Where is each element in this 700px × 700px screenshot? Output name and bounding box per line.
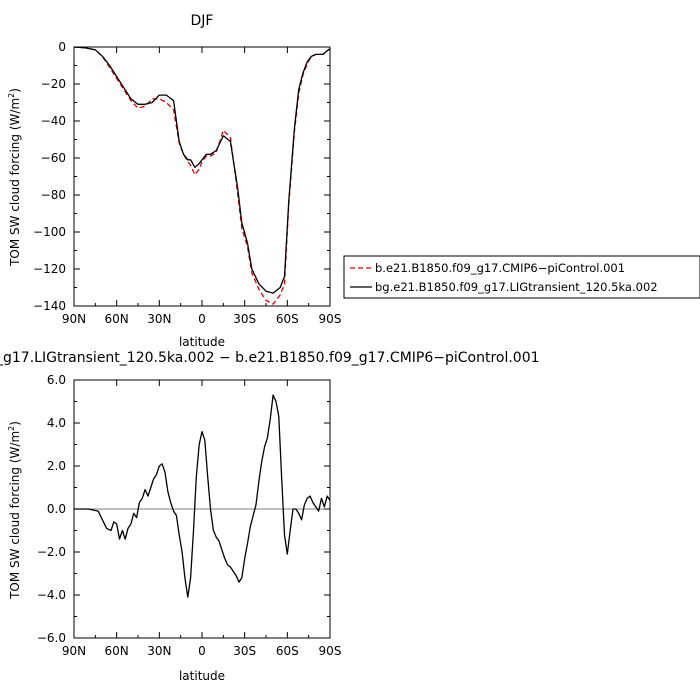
bottom-y-tick-label: 2.0 [47,459,66,473]
bottom-y-tick-label: 4.0 [47,416,66,430]
top-y-tick-label: −100 [33,225,66,239]
top-y-axis-label: TOM SW cloud forcing (W/m2) [7,88,22,267]
bottom-y-axis-label: TOM SW cloud forcing (W/m2) [7,421,22,600]
legend-box [343,255,700,299]
bottom-y-tick-label: −4.0 [37,588,66,602]
top-plot-frame [73,46,331,307]
bottom-x-axis-label: latitude [179,669,225,683]
top-y-tick-label: −80 [41,188,66,202]
top-x-tick-label: 0 [198,312,206,326]
bottom-x-tick-label: 0 [198,644,206,658]
top-x-tick-label: 60S [276,312,299,326]
bottom-ticks: 90N 60N 30N 0 30S 60S 90S 6.0 4.0 2.0 0.0 −2.0 −4.0 −… [37,373,342,658]
top-y-tick-label: −20 [41,77,66,91]
top-y-tick-label: −60 [41,151,66,165]
legend-label-LIGtransient: bg.e21.B1850.f09_g17.LIGtransient_120.5k… [375,280,658,294]
bottom-x-tick-label: 30N [147,644,171,658]
top-x-tick-label: 90S [319,312,342,326]
top-panel: DJF latitude TOM SW cloud forcing (W/m2)… [7,13,341,349]
bottom-y-tick-label: 6.0 [47,373,66,387]
bottom-x-tick-label: 30S [233,644,256,658]
top-ticks: 90N 60N 30N 0 30S 60S 90S 0 −20 −40 −60 −80 −100 −120… [33,40,341,326]
bottom-panel: bg.e21.B1850.f09_g17.LIGtransient_120.5k… [0,350,540,683]
legend: b.e21.B1850.f09_g17.CMIP6−piControl.001 … [343,255,700,299]
top-x-tick-label: 30N [147,312,171,326]
top-y-tick-label: −120 [33,262,66,276]
bottom-y-tick-label: −6.0 [37,631,66,645]
bottom-chart-title: bg.e21.B1850.f09_g17.LIGtransient_120.5k… [0,350,540,366]
top-x-tick-label: 30S [233,312,256,326]
bottom-series-line-1 [74,394,331,598]
bottom-plot-frame [73,379,331,639]
top-y-tick-label: −40 [41,114,66,128]
top-x-tick-label: 60N [105,312,129,326]
bottom-y-tick-label: −2.0 [37,545,66,559]
top-series-line-2 [73,46,331,294]
top-series-line-1 [73,46,331,305]
top-series-lines [73,46,331,305]
top-y-tick-label: −140 [33,299,66,313]
legend-label-piControl: b.e21.B1850.f09_g17.CMIP6−piControl.001 [375,261,625,275]
bottom-x-tick-label: 90N [62,644,86,658]
bottom-y-tick-label: 0.0 [47,502,66,516]
top-y-tick-label: 0 [58,40,66,54]
top-chart-title: DJF [191,13,214,29]
top-x-tick-label: 90N [62,312,86,326]
bottom-x-tick-label: 60N [105,644,129,658]
top-x-axis-label: latitude [179,335,225,349]
bottom-x-tick-label: 90S [319,644,342,658]
bottom-series-lines [74,394,331,598]
bottom-x-tick-label: 60S [276,644,299,658]
